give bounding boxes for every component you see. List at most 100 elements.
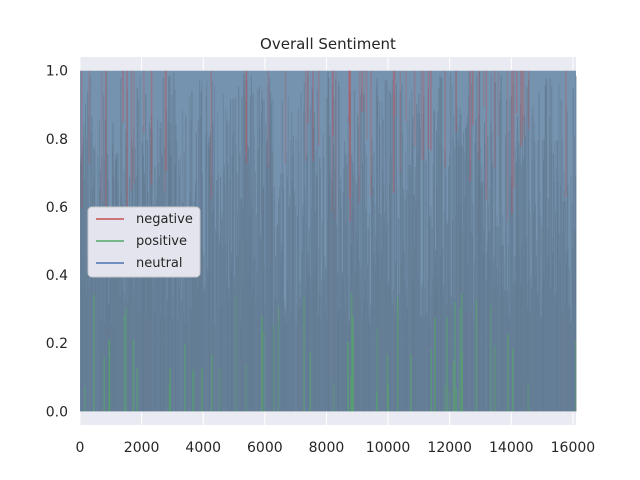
positive-spike <box>475 298 478 412</box>
negative-spike <box>422 70 425 161</box>
neutral-stripe <box>444 155 446 412</box>
neutral-stripe <box>233 283 235 412</box>
neutral-stripe <box>494 81 496 412</box>
neutral-stripe <box>416 154 418 412</box>
neutral-stripe <box>539 191 541 412</box>
neutral-stripe <box>313 111 315 412</box>
neutral-stripe <box>419 127 421 412</box>
neutral-stripe <box>179 175 181 412</box>
neutral-stripe <box>153 203 155 412</box>
negative-spike <box>444 70 446 167</box>
negative-spike <box>420 70 423 160</box>
neutral-stripe <box>138 224 141 412</box>
neutral-stripe <box>229 99 232 412</box>
neutral-stripe <box>508 314 510 412</box>
neutral-stripe <box>227 164 229 412</box>
neutral-stripe <box>373 253 375 412</box>
y-tick-label: 1.0 <box>46 64 68 80</box>
neutral-stripe <box>292 135 294 412</box>
neutral-stripe <box>506 99 508 412</box>
neutral-stripe <box>83 123 85 412</box>
neutral-stripe <box>512 209 514 412</box>
neutral-stripe <box>370 175 373 412</box>
neutral-stripe <box>93 175 95 412</box>
neutral-stripe <box>433 111 435 412</box>
neutral-stripe <box>293 193 295 412</box>
neutral-stripe <box>87 219 89 412</box>
neutral-stripe <box>412 116 414 412</box>
neutral-stripe <box>529 310 531 412</box>
neutral-stripe <box>323 157 325 412</box>
positive-spike <box>452 361 455 412</box>
negative-spike <box>80 70 83 209</box>
neutral-stripe <box>484 144 486 412</box>
neutral-stripe <box>424 162 427 412</box>
neutral-stripe <box>272 325 275 412</box>
neutral-stripe <box>468 71 470 412</box>
neutral-stripe <box>488 257 491 412</box>
neutral-stripe <box>373 151 375 412</box>
positive-spike <box>455 388 458 412</box>
neutral-stripe <box>537 140 539 412</box>
neutral-stripe <box>486 252 488 412</box>
neutral-stripe <box>417 113 419 412</box>
neutral-stripe <box>164 252 167 412</box>
neutral-stripe <box>439 74 441 412</box>
neutral-stripe <box>430 206 432 412</box>
neutral-stripe <box>118 244 120 412</box>
negative-spike <box>413 70 416 147</box>
neutral-stripe <box>572 88 574 412</box>
neutral-stripe <box>216 180 218 412</box>
neutral-stripe <box>137 169 139 412</box>
negative-spike <box>267 70 270 168</box>
neutral-stripe <box>465 127 467 412</box>
neutral-stripe <box>371 138 373 412</box>
negative-spike <box>349 70 352 222</box>
negative-spike <box>245 70 247 152</box>
positive-spike <box>489 305 492 412</box>
neutral-stripe <box>450 295 452 412</box>
neutral-stripe <box>113 175 115 412</box>
neutral-stripe <box>239 198 241 412</box>
neutral-stripe <box>553 182 555 412</box>
x-tick-label: 16000 <box>551 440 596 456</box>
legend-label: positive <box>136 234 187 249</box>
neutral-stripe <box>354 272 356 412</box>
neutral-stripe <box>538 92 540 412</box>
negative-spike <box>527 70 530 130</box>
neutral-stripe <box>271 151 273 412</box>
neutral-stripe <box>405 151 407 412</box>
neutral-stripe <box>408 194 410 412</box>
neutral-stripe <box>510 95 513 412</box>
neutral-stripe <box>213 85 216 412</box>
neutral-stripe <box>410 170 412 412</box>
neutral-stripe <box>496 215 498 412</box>
positive-spike <box>350 292 353 412</box>
neutral-stripe <box>449 73 451 412</box>
neutral-stripe <box>507 246 509 412</box>
neutral-stripe <box>120 193 122 412</box>
neutral-stripe <box>533 212 535 412</box>
positive-spike <box>93 294 95 412</box>
neutral-stripe <box>429 215 431 412</box>
negative-spike <box>304 70 307 162</box>
neutral-stripe <box>329 125 331 412</box>
negative-spike <box>511 70 513 215</box>
neutral-stripe <box>461 147 464 412</box>
neutral-stripe <box>403 252 405 412</box>
neutral-stripe <box>424 288 426 412</box>
neutral-stripe <box>364 145 366 412</box>
neutral-stripe <box>514 255 516 412</box>
positive-spike <box>245 363 247 412</box>
neutral-stripe <box>134 147 136 412</box>
neutral-stripe <box>343 141 346 412</box>
neutral-stripe <box>335 79 337 412</box>
neutral-stripe <box>224 244 227 412</box>
negative-spike <box>405 70 408 123</box>
neutral-stripe <box>225 109 227 412</box>
neutral-stripe <box>94 147 96 412</box>
negative-spike <box>317 70 320 146</box>
neutral-stripe <box>122 291 124 412</box>
neutral-stripe <box>116 151 118 412</box>
neutral-stripe <box>204 283 206 412</box>
